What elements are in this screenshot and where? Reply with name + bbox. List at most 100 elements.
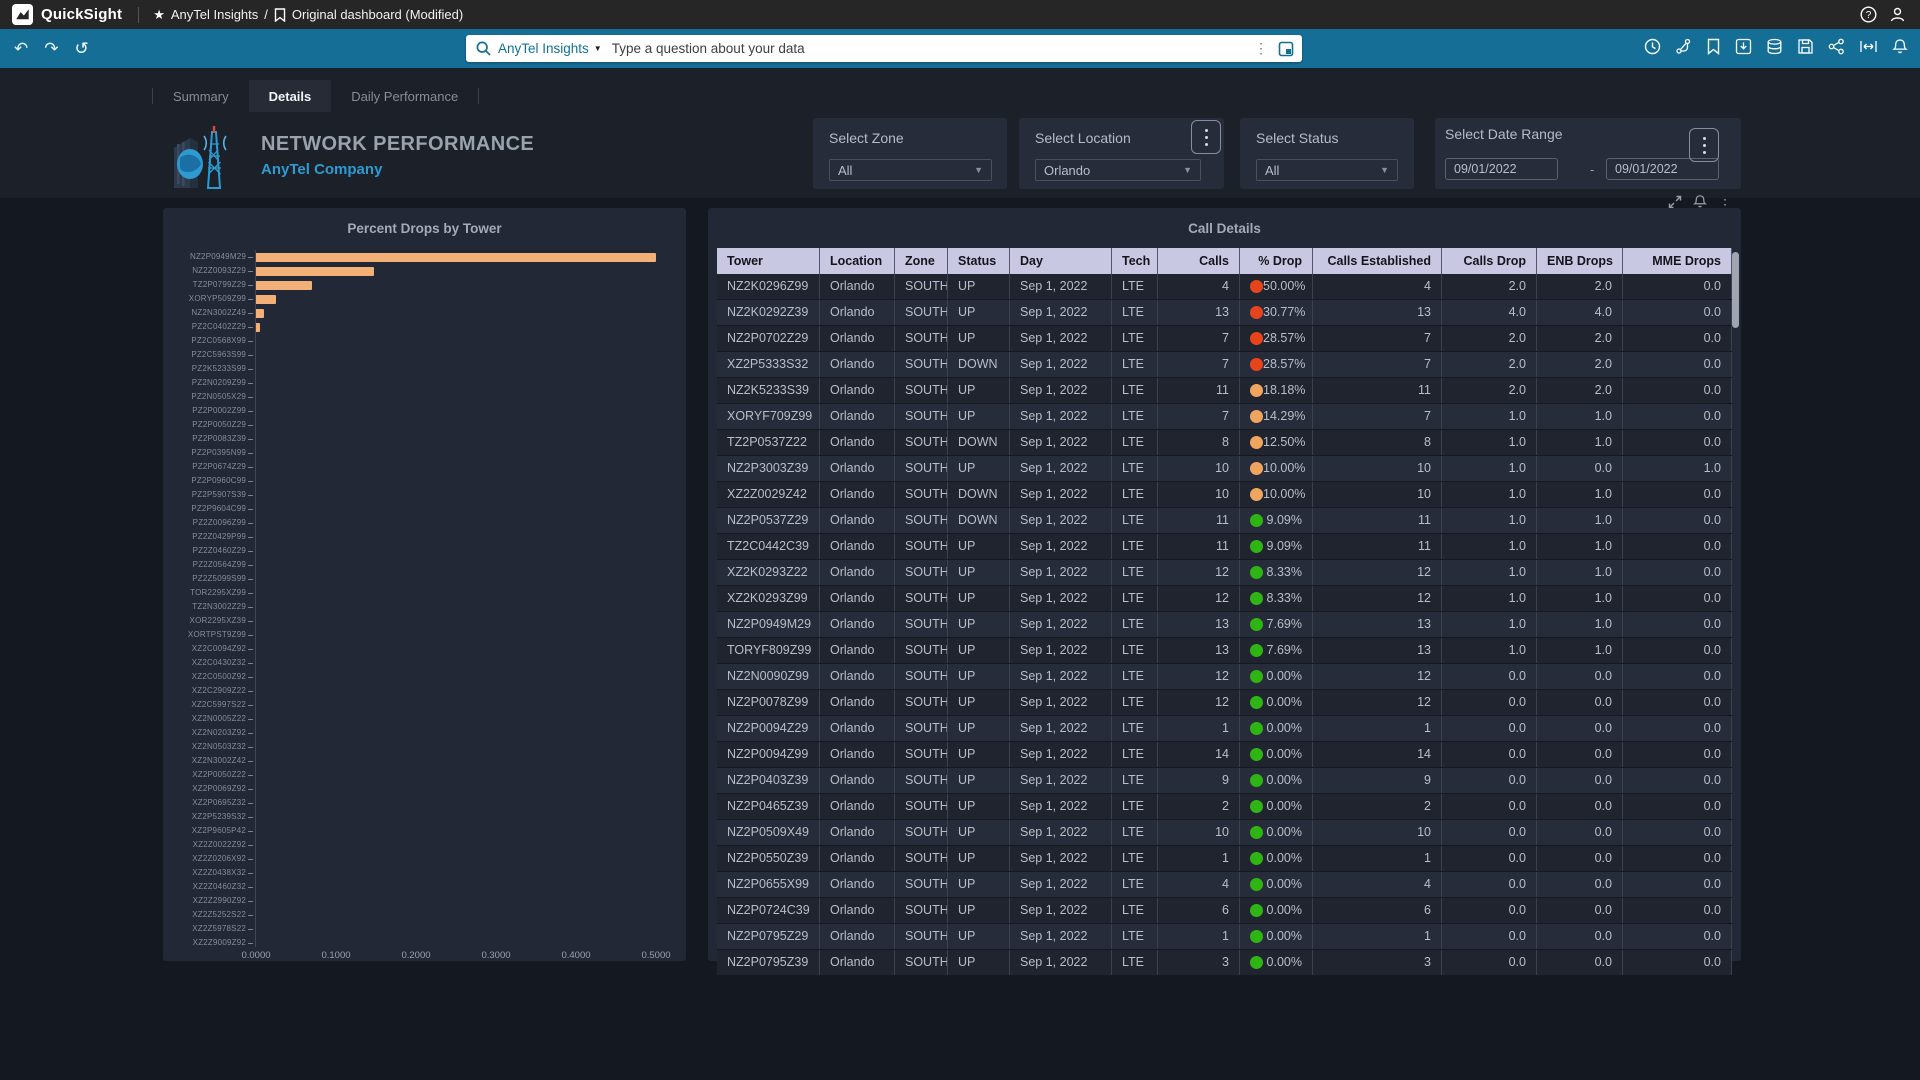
- breadcrumb-app[interactable]: AnyTel Insights: [170, 7, 259, 22]
- date-start-input[interactable]: [1445, 158, 1558, 180]
- reset-button[interactable]: ↺: [74, 39, 89, 58]
- column-header[interactable]: Day: [1010, 248, 1112, 274]
- chart-bar[interactable]: [256, 295, 276, 304]
- table-row[interactable]: XORYF709Z99 Orlando SOUTH UP Sep 1, 2022 LTE 7…: [717, 404, 1732, 430]
- quicksight-logo-icon[interactable]: [12, 4, 33, 25]
- y-axis-tick: [248, 635, 253, 636]
- visual-menu-icon[interactable]: ⋮: [1718, 195, 1732, 212]
- table-cell: 9: [1313, 768, 1442, 793]
- chart-bar[interactable]: [256, 267, 374, 276]
- table-cell: LTE: [1112, 690, 1158, 715]
- table-cell: 11: [1313, 508, 1442, 533]
- filter-menu-button[interactable]: [1191, 120, 1221, 154]
- table-row[interactable]: NZ2K0296Z99 Orlando SOUTH UP Sep 1, 2022 LTE 4…: [717, 274, 1732, 300]
- table-row[interactable]: TZ2C0442C39 Orlando SOUTH UP Sep 1, 2022 LTE 1…: [717, 534, 1732, 560]
- column-header[interactable]: ENB Drops: [1537, 248, 1623, 274]
- column-header[interactable]: MME Drops: [1623, 248, 1732, 274]
- table-row[interactable]: NZ2P0094Z99 Orlando SOUTH UP Sep 1, 2022 LTE 1…: [717, 742, 1732, 768]
- q-search-bar[interactable]: AnyTel Insights ▼ ⋮: [466, 35, 1302, 62]
- y-axis-label: PZ2P9604C99: [191, 504, 246, 513]
- table-cell: 1.0: [1442, 430, 1537, 455]
- table-row[interactable]: NZ2P0094Z29 Orlando SOUTH UP Sep 1, 2022 LTE 1…: [717, 716, 1732, 742]
- bookmarks-icon[interactable]: [1706, 38, 1721, 60]
- table-row[interactable]: NZ2P0550Z39 Orlando SOUTH UP Sep 1, 2022 LTE 1…: [717, 846, 1732, 872]
- table-row[interactable]: NZ2P0655X99 Orlando SOUTH UP Sep 1, 2022 LTE 4…: [717, 872, 1732, 898]
- table-row[interactable]: NZ2P0795Z39 Orlando SOUTH UP Sep 1, 2022 LTE 3…: [717, 950, 1732, 976]
- notifications-bell-icon[interactable]: [1892, 38, 1908, 60]
- column-header[interactable]: Calls: [1158, 248, 1240, 274]
- percent-drops-chart: NZ2P0949M29 NZ2Z0093Z29 TZ2P0799Z29 XORYP50…: [163, 208, 686, 961]
- column-header[interactable]: Tower: [717, 248, 820, 274]
- table-row[interactable]: XZ2K0293Z99 Orlando SOUTH UP Sep 1, 2022 LTE 1…: [717, 586, 1732, 612]
- table-scrollbar[interactable]: [1732, 252, 1739, 328]
- table-cell: UP: [948, 534, 1010, 559]
- column-header[interactable]: Tech: [1112, 248, 1158, 274]
- undo-button[interactable]: ↶: [14, 39, 29, 58]
- q-search-menu-button[interactable]: ⋮: [1254, 40, 1268, 56]
- column-header[interactable]: Status: [948, 248, 1010, 274]
- table-row[interactable]: NZ2P0403Z39 Orlando SOUTH UP Sep 1, 2022 LTE 9…: [717, 768, 1732, 794]
- favorite-star-icon[interactable]: ★: [153, 6, 165, 22]
- table-row[interactable]: NZ2P0465Z39 Orlando SOUTH UP Sep 1, 2022 LTE 2…: [717, 794, 1732, 820]
- maximize-icon[interactable]: [1668, 195, 1682, 214]
- dataset-icon[interactable]: [1766, 38, 1783, 60]
- filter-menu-button[interactable]: [1689, 128, 1719, 162]
- user-menu-button[interactable]: [1889, 6, 1906, 23]
- table-row[interactable]: XZ2Z0029Z42 Orlando SOUTH DOWN Sep 1, 2022 LT…: [717, 482, 1732, 508]
- share-icon[interactable]: [1828, 38, 1845, 60]
- table-row[interactable]: NZ2P0702Z29 Orlando SOUTH UP Sep 1, 2022 LTE 7…: [717, 326, 1732, 352]
- table-row[interactable]: NZ2P0724C39 Orlando SOUTH UP Sep 1, 2022 LTE 6…: [717, 898, 1732, 924]
- q-search-input[interactable]: [609, 40, 1254, 57]
- date-end-input[interactable]: [1606, 158, 1719, 180]
- fit-width-icon[interactable]: [1859, 38, 1878, 60]
- chart-bar[interactable]: [256, 323, 260, 332]
- table-row[interactable]: NZ2K0292Z39 Orlando SOUTH UP Sep 1, 2022 LTE 1…: [717, 300, 1732, 326]
- table-row[interactable]: NZ2P0795Z29 Orlando SOUTH UP Sep 1, 2022 LTE 1…: [717, 924, 1732, 950]
- table-cell: 0.0: [1537, 950, 1623, 975]
- table-cell: 0.0: [1623, 846, 1732, 871]
- chart-bar[interactable]: [256, 309, 264, 318]
- table-row[interactable]: NZ2P0078Z99 Orlando SOUTH UP Sep 1, 2022 LTE 1…: [717, 690, 1732, 716]
- alert-bell-icon[interactable]: [1692, 194, 1708, 214]
- scheduling-icon[interactable]: [1644, 38, 1661, 60]
- column-header[interactable]: Location: [820, 248, 895, 274]
- column-header[interactable]: Calls Drop: [1442, 248, 1537, 274]
- location-dropdown[interactable]: Orlando ▼: [1035, 159, 1201, 181]
- y-axis-tick: [248, 509, 253, 510]
- status-dropdown[interactable]: All ▼: [1256, 159, 1398, 181]
- table-row[interactable]: NZ2P0509X49 Orlando SOUTH UP Sep 1, 2022 LTE 1…: [717, 820, 1732, 846]
- threshold-alerts-icon[interactable]: [1675, 38, 1692, 60]
- table-row[interactable]: TORYF809Z99 Orlando SOUTH UP Sep 1, 2022 LTE 1…: [717, 638, 1732, 664]
- column-header[interactable]: Calls Established: [1313, 248, 1442, 274]
- chart-bar[interactable]: [256, 253, 656, 262]
- table-row[interactable]: TZ2P0537Z22 Orlando SOUTH DOWN Sep 1, 2022 LT…: [717, 430, 1732, 456]
- table-cell: Orlando: [820, 560, 895, 585]
- open-q-panel-icon[interactable]: [1278, 41, 1294, 57]
- tab-daily-performance[interactable]: Daily Performance: [351, 88, 459, 104]
- tab-summary[interactable]: Summary: [173, 88, 229, 104]
- q-topic-selector[interactable]: AnyTel Insights: [498, 41, 589, 56]
- table-row[interactable]: XZ2P5333S32 Orlando SOUTH DOWN Sep 1, 2022 LT…: [717, 352, 1732, 378]
- table-row[interactable]: NZ2P0949M29 Orlando SOUTH UP Sep 1, 2022 LTE 1…: [717, 612, 1732, 638]
- table-row[interactable]: NZ2N0090Z99 Orlando SOUTH UP Sep 1, 2022 LTE 1…: [717, 664, 1732, 690]
- table-cell: 1.0: [1537, 430, 1623, 455]
- chart-bar[interactable]: [256, 281, 312, 290]
- help-button[interactable]: ?: [1860, 6, 1877, 23]
- table-row[interactable]: XZ2K0293Z22 Orlando SOUTH UP Sep 1, 2022 LTE 1…: [717, 560, 1732, 586]
- zone-dropdown[interactable]: All ▼: [829, 159, 992, 181]
- table-cell: Sep 1, 2022: [1010, 898, 1112, 923]
- table-row[interactable]: NZ2P3003Z39 Orlando SOUTH UP Sep 1, 2022 LTE 1…: [717, 456, 1732, 482]
- save-icon[interactable]: [1797, 38, 1814, 60]
- tab-details[interactable]: Details: [248, 80, 332, 112]
- table-cell: 11: [1313, 534, 1442, 559]
- table-row[interactable]: NZ2P0537Z29 Orlando SOUTH DOWN Sep 1, 2022 LT…: [717, 508, 1732, 534]
- table-cell: 1: [1313, 846, 1442, 871]
- redo-button[interactable]: ↷: [44, 39, 59, 58]
- table-cell: NZ2P0655X99: [717, 872, 820, 897]
- export-icon[interactable]: [1735, 38, 1752, 60]
- column-header[interactable]: Zone: [895, 248, 948, 274]
- table-row[interactable]: NZ2K5233S39 Orlando SOUTH UP Sep 1, 2022 LTE 1…: [717, 378, 1732, 404]
- table-cell: 13: [1158, 638, 1240, 663]
- column-header[interactable]: % Drop: [1240, 248, 1313, 274]
- y-axis-tick: [248, 845, 253, 846]
